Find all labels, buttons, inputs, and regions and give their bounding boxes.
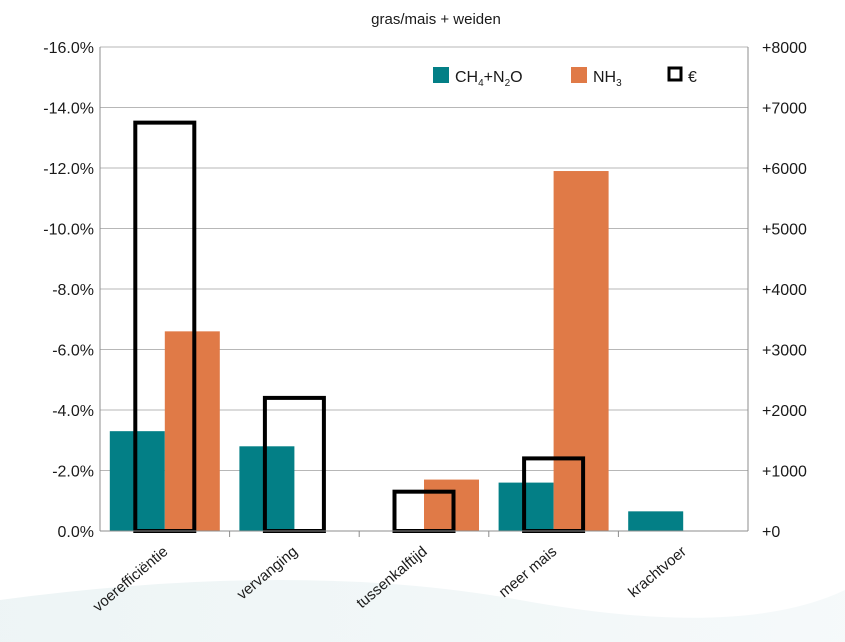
legend-swatch-nh3 [571, 67, 587, 83]
y-right-tick-label: +6000 [762, 161, 807, 178]
y-left-tick-label: -8.0% [52, 282, 94, 299]
chart-title: gras/mais + weiden [371, 11, 501, 28]
y-right-tick-label: +3000 [762, 343, 807, 360]
legend-label: € [688, 69, 697, 86]
bar-ch4-n2o [628, 511, 684, 531]
y-right-tick-label: +7000 [762, 101, 807, 118]
y-right-tick-label: +2000 [762, 403, 807, 420]
legend-swatch-euro [667, 66, 683, 82]
y-right-tick-label: +0 [762, 524, 780, 541]
x-category-label: meer mais [496, 543, 561, 601]
y-right-tick-label: +5000 [762, 222, 807, 239]
legend-label: CH4+N2O [455, 69, 523, 89]
background-swoosh [0, 580, 845, 642]
x-category-label: krachtvoer [625, 543, 690, 601]
y-right-tick-label: +8000 [762, 40, 807, 57]
legend-swatch-ch4-n2o [433, 67, 449, 83]
y-left-tick-label: 0.0% [58, 524, 94, 541]
y-left-tick-label: -2.0% [52, 464, 94, 481]
y-left-tick-label: -12.0% [43, 161, 94, 178]
y-left-tick-label: -4.0% [52, 403, 94, 420]
y-left-tick-label: -16.0% [43, 40, 94, 57]
legend-label: NH3 [593, 69, 622, 89]
y-right-tick-label: +4000 [762, 282, 807, 299]
y-left-tick-label: -6.0% [52, 343, 94, 360]
y-left-tick-label: -14.0% [43, 101, 94, 118]
y-left-tick-label: -10.0% [43, 222, 94, 239]
y-right-tick-label: +1000 [762, 464, 807, 481]
